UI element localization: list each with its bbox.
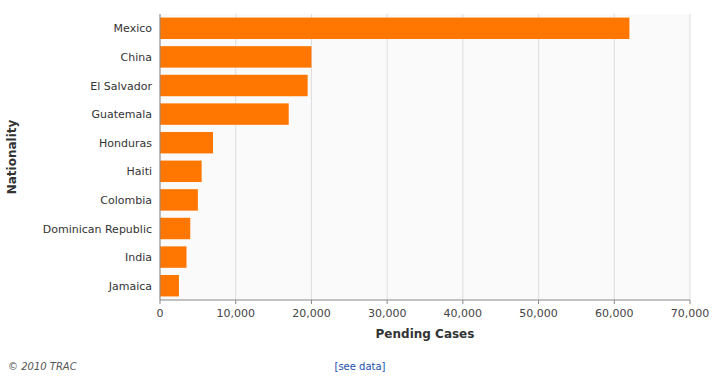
x-axis-label: Pending Cases <box>376 327 475 341</box>
grid-line <box>462 14 463 300</box>
bar <box>160 189 198 210</box>
grid-line <box>614 14 615 300</box>
tick-label: 50,000 <box>519 307 558 320</box>
y-ticks: Mexico China El Salvador Guatemala Honduras H… <box>43 22 153 292</box>
tick-mark <box>387 300 388 304</box>
y-axis-line <box>160 14 161 300</box>
bar <box>160 246 187 267</box>
footer-text: [see data] <box>334 361 385 372</box>
bars <box>160 18 629 297</box>
tick-mark <box>462 300 463 304</box>
category-label: El Salvador <box>90 80 152 93</box>
bar <box>160 161 202 182</box>
grid-line <box>690 14 691 300</box>
tick-mark <box>614 300 615 304</box>
tick-label: 10,000 <box>216 307 255 320</box>
chart: 0 10,000 20,000 30,000 40,000 50,000 60,000 70,… <box>0 0 720 378</box>
bar <box>160 46 311 67</box>
x-axis-line <box>160 300 690 301</box>
category-label: India <box>125 251 152 264</box>
footer-text: © 2010 TRAC <box>8 361 77 372</box>
category-label: Colombia <box>100 194 152 207</box>
grid-line <box>160 14 161 300</box>
bar <box>160 75 308 96</box>
y-axis-label: Nationality <box>5 119 19 194</box>
tick-label: 70,000 <box>671 307 710 320</box>
grid-line <box>387 14 388 300</box>
tick-label: 60,000 <box>595 307 634 320</box>
category-label: Mexico <box>114 22 153 35</box>
tick-label: 0 <box>157 307 164 320</box>
tick-label: 20,000 <box>292 307 331 320</box>
bar <box>160 132 213 153</box>
bar <box>160 103 289 124</box>
tick-mark <box>160 300 161 304</box>
grid-line <box>538 14 539 300</box>
category-label: Guatemala <box>91 108 152 121</box>
tick-mark <box>538 300 539 304</box>
category-label: Honduras <box>99 137 152 150</box>
tick-label: 40,000 <box>444 307 483 320</box>
tick-mark <box>311 300 312 304</box>
category-label: Haiti <box>127 165 152 178</box>
tick-mark <box>235 300 236 304</box>
bar <box>160 275 179 296</box>
category-label: Jamaica <box>108 280 152 293</box>
x-ticks: 0 10,000 20,000 30,000 40,000 50,000 60,000 70,… <box>157 300 710 320</box>
tick-label: 30,000 <box>368 307 407 320</box>
category-label: Dominican Republic <box>43 223 152 236</box>
category-label: China <box>121 51 152 64</box>
plot-area <box>160 14 690 300</box>
tick-mark <box>690 300 691 304</box>
bar <box>160 218 190 239</box>
bar <box>160 18 629 39</box>
x-grid <box>160 14 690 300</box>
